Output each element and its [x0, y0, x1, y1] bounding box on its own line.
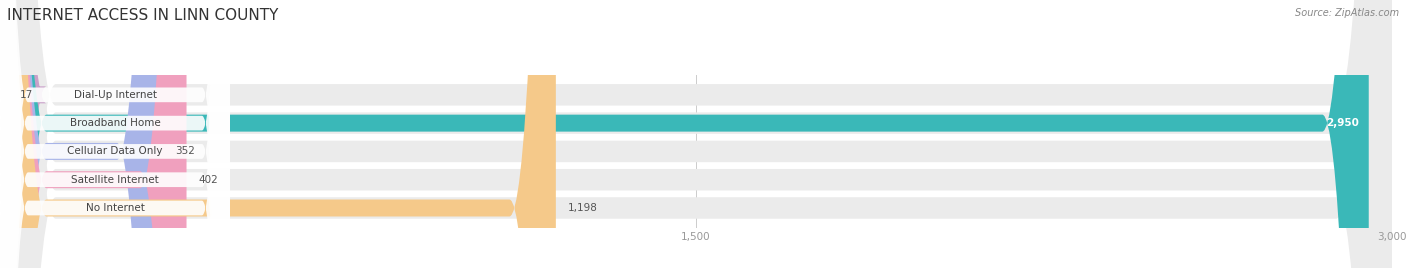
- FancyBboxPatch shape: [0, 0, 229, 268]
- FancyBboxPatch shape: [0, 0, 229, 268]
- Text: Dial-Up Internet: Dial-Up Internet: [73, 90, 156, 100]
- FancyBboxPatch shape: [0, 0, 163, 268]
- Text: No Internet: No Internet: [86, 203, 145, 213]
- FancyBboxPatch shape: [0, 0, 229, 268]
- Text: 2,950: 2,950: [1327, 118, 1360, 128]
- FancyBboxPatch shape: [0, 0, 229, 268]
- Text: 352: 352: [174, 146, 195, 157]
- Text: Broadband Home: Broadband Home: [70, 118, 160, 128]
- FancyBboxPatch shape: [0, 0, 187, 268]
- Text: 17: 17: [20, 90, 32, 100]
- Text: INTERNET ACCESS IN LINN COUNTY: INTERNET ACCESS IN LINN COUNTY: [7, 8, 278, 23]
- FancyBboxPatch shape: [0, 0, 555, 268]
- FancyBboxPatch shape: [0, 0, 229, 268]
- Text: 1,198: 1,198: [568, 203, 598, 213]
- Text: Cellular Data Only: Cellular Data Only: [67, 146, 163, 157]
- Text: Satellite Internet: Satellite Internet: [72, 175, 159, 185]
- FancyBboxPatch shape: [0, 0, 1369, 268]
- Text: 402: 402: [198, 175, 218, 185]
- FancyBboxPatch shape: [0, 0, 46, 268]
- Text: Source: ZipAtlas.com: Source: ZipAtlas.com: [1295, 8, 1399, 18]
